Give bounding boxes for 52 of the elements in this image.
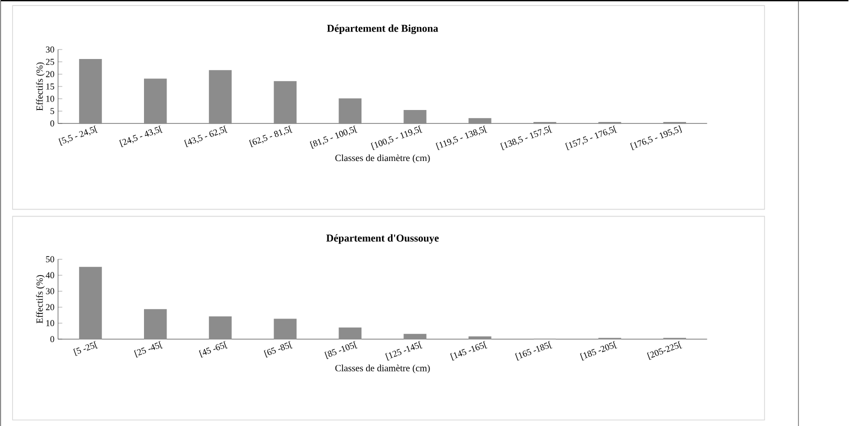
x-tick-label: [125 -145[ — [385, 340, 423, 360]
x-tick-label: [85 -105[ — [324, 340, 358, 359]
y-tick-label: 15 — [46, 83, 54, 90]
x-tick-label: [65 -85[ — [264, 340, 293, 358]
x-tick-label: [5 -25[ — [73, 340, 98, 356]
bar — [144, 78, 167, 124]
y-tick-label: 40 — [46, 272, 54, 278]
bar — [208, 70, 232, 124]
x-tick-label: [5,5 - 24,5[ — [58, 125, 98, 146]
bar — [144, 309, 167, 340]
bar — [404, 334, 426, 340]
x-axis-title: Classes de diamètre (cm) — [335, 154, 430, 163]
x-tick-label: [138,5 - 157,5[ — [500, 125, 552, 150]
x-tick-label: [119,5 - 138,5[ — [436, 125, 488, 150]
x-tick-label: [176,5 - 195,5] — [630, 125, 682, 150]
bar — [79, 266, 102, 340]
bar — [79, 58, 102, 124]
x-tick-label: [145 -165[ — [450, 340, 488, 360]
x-tick-label: [81,5 - 100,5[ — [310, 125, 358, 149]
bar — [274, 81, 297, 124]
bar — [404, 110, 426, 124]
x-tick-label: [43,5 - 62,5[ — [184, 125, 228, 148]
y-tick-label: 0 — [50, 120, 54, 126]
x-tick-label: [100,5 - 119,5[ — [370, 125, 423, 150]
x-tick-label: [185 -205[ — [580, 340, 618, 360]
y-tick-label: 20 — [46, 70, 54, 78]
y-tick-label: 25 — [46, 58, 54, 65]
y-axis-title: Effectifs (%) — [36, 275, 45, 324]
bar — [338, 98, 362, 124]
bar — [468, 118, 492, 124]
x-tick-label: [45 -65[ — [198, 340, 228, 358]
bar — [338, 327, 362, 340]
bar — [208, 316, 232, 340]
x-tick-label: [165 -185[ — [515, 340, 552, 360]
y-tick-label: 5 — [50, 108, 54, 114]
x-tick-label: [157,5 - 176,5[ — [565, 125, 618, 150]
y-tick-label: 0 — [50, 336, 54, 342]
chart-title: Département de Bignona — [327, 24, 438, 34]
y-tick-label: 10 — [46, 320, 54, 326]
x-tick-label: [62,5 - 81,5[ — [249, 125, 293, 148]
x-tick-label: [25 -45[ — [134, 340, 164, 358]
bar — [468, 336, 492, 340]
y-tick-label: 30 — [46, 46, 54, 52]
y-axis-title: Effectifs (%) — [36, 62, 45, 111]
y-tick-label: 10 — [46, 96, 54, 102]
x-tick-label: [24,5 - 43,5[ — [119, 125, 164, 148]
x-axis-title: Classes de diamètre (cm) — [335, 364, 430, 374]
y-tick-label: 20 — [46, 304, 54, 310]
bar — [274, 318, 297, 340]
y-tick-label: 50 — [46, 256, 54, 262]
chart-title: Département d'Oussouye — [326, 234, 439, 244]
y-tick-label: 30 — [46, 288, 54, 294]
